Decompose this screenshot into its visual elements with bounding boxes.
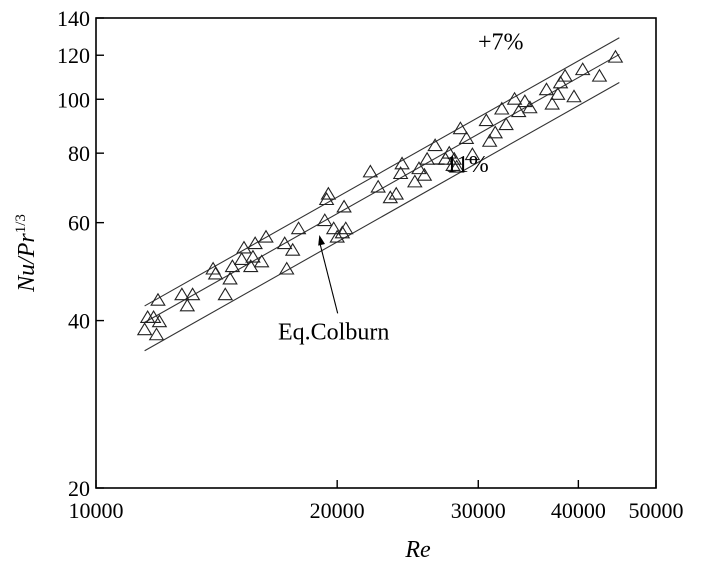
y-tick-label: 80 (68, 141, 90, 166)
fit-lines (144, 37, 620, 352)
data-points (136, 49, 624, 341)
data-point (247, 236, 263, 250)
data-point (245, 249, 261, 263)
data-point (145, 310, 162, 324)
data-point (506, 91, 523, 105)
colburn-fit-line (144, 53, 620, 323)
data-point (253, 254, 270, 268)
data-point (494, 101, 510, 115)
data-point (394, 156, 410, 170)
data-point (334, 225, 351, 239)
data-point (478, 113, 495, 127)
data-point (290, 221, 307, 235)
x-tick-label: 20000 (310, 498, 365, 523)
data-point (217, 287, 234, 301)
y-tick-label: 100 (57, 87, 90, 112)
data-point (222, 271, 238, 285)
data-point (276, 236, 293, 250)
data-point (316, 213, 333, 227)
y-tick-label: 120 (57, 43, 90, 68)
data-point (278, 261, 295, 275)
data-point (517, 94, 533, 108)
data-point (607, 49, 624, 63)
data-point (552, 75, 569, 89)
lower-deviation-label: −11% (432, 152, 489, 178)
data-point (448, 159, 465, 173)
data-point (392, 166, 409, 180)
y-axis-title: Nu/Pr1/3 (13, 214, 40, 293)
y-tick-label: 60 (68, 211, 90, 236)
upper-deviation-label: +7% (478, 29, 524, 55)
data-point (566, 89, 582, 103)
data-point (574, 62, 591, 76)
data-point (284, 242, 301, 256)
data-point (445, 157, 461, 171)
data-point (258, 229, 274, 243)
data-point (591, 68, 608, 82)
data-point (452, 121, 469, 135)
data-point (544, 96, 560, 110)
annotations: +7% −11% Eq.Colburn (278, 29, 523, 345)
data-point (388, 186, 405, 200)
colburn-arrow-head (318, 235, 326, 246)
x-axis: 10000 20000 30000 40000 50000 (69, 480, 684, 523)
x-axis-title: Re (404, 537, 431, 563)
data-point (382, 190, 399, 204)
colburn-label: Eq.Colburn (278, 319, 389, 345)
y-axis: 20 40 60 80 100 120 140 (57, 6, 104, 501)
lower-deviation-line (144, 81, 620, 352)
data-point (329, 229, 345, 243)
y-tick-label: 140 (57, 6, 90, 31)
data-point (510, 104, 527, 118)
data-point (487, 125, 504, 139)
data-point (370, 179, 386, 193)
y-tick-label: 40 (68, 309, 90, 334)
data-point (320, 186, 337, 200)
y-axis-title-superscript: 1/3 (13, 214, 29, 233)
data-point (179, 298, 196, 312)
data-point (242, 259, 259, 273)
data-point (325, 221, 342, 235)
data-point (148, 327, 165, 341)
data-point (136, 322, 153, 336)
data-point (458, 130, 475, 144)
data-point (538, 82, 555, 96)
data-point (174, 287, 190, 301)
data-point (419, 151, 435, 165)
data-point (362, 164, 379, 178)
data-point (557, 68, 573, 82)
upper-deviation-line (144, 37, 620, 307)
data-point (207, 266, 224, 280)
data-point (337, 221, 354, 235)
data-point (522, 100, 538, 114)
data-point (427, 138, 443, 152)
data-point (549, 86, 566, 100)
data-point (336, 199, 352, 213)
y-axis-title-main: Nu/Pr (14, 233, 40, 293)
plot-frame (95, 17, 657, 489)
data-point (224, 259, 241, 273)
data-point (407, 174, 423, 188)
x-tick-label: 50000 (629, 498, 684, 523)
x-tick-label: 40000 (551, 498, 606, 523)
colburn-arrow-line (318, 240, 339, 314)
data-point (441, 145, 458, 159)
data-point (150, 292, 166, 306)
data-point (236, 240, 252, 254)
x-tick-label: 10000 (69, 498, 124, 523)
data-point (481, 133, 498, 147)
data-point (411, 161, 427, 175)
data-point (464, 147, 481, 161)
data-point (184, 287, 201, 301)
data-point (233, 251, 250, 265)
x-tick-label: 30000 (451, 498, 506, 523)
data-point (416, 167, 433, 181)
y-tick-label: 20 (68, 476, 90, 501)
data-point (151, 314, 168, 328)
data-point (498, 117, 514, 131)
